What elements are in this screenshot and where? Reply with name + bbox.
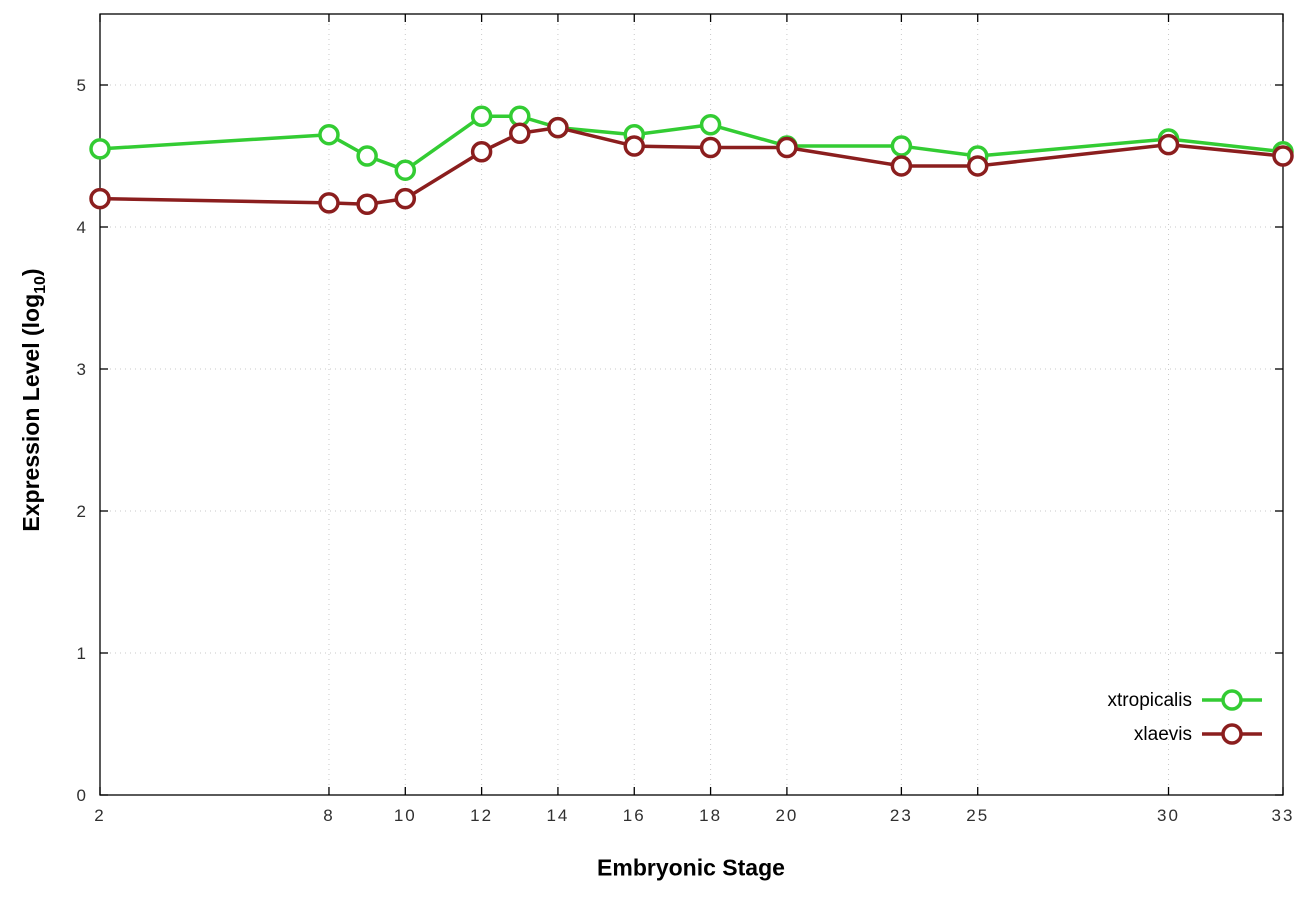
svg-text:25: 25: [966, 806, 989, 825]
y-axis-title: Expression Level (log10): [18, 268, 50, 531]
tick-marks: [99, 14, 1284, 796]
svg-text:18: 18: [699, 806, 722, 825]
marker-xtropicalis: [890, 135, 913, 157]
svg-text:20: 20: [775, 806, 798, 825]
marker-xlaevis: [776, 136, 798, 159]
marker-xlaevis: [623, 135, 646, 157]
legend-label-xlaevis: xlaevis: [1134, 724, 1192, 745]
series-markers-xlaevis: [89, 116, 1294, 216]
legend: xtropicalis xlaevis: [1108, 689, 1262, 745]
marker-xlaevis: [356, 193, 378, 216]
y-tick-labels: 0 1 2 3 4 5: [77, 76, 86, 805]
x-tick-labels: 2 8 10 12 14 16 18 20 23 25 30 33: [94, 806, 1295, 825]
svg-text:10: 10: [394, 806, 417, 825]
svg-text:33: 33: [1272, 806, 1295, 825]
marker-xtropicalis: [394, 159, 417, 181]
y-axis-title-subscript: 10: [32, 276, 49, 294]
svg-text:8: 8: [323, 806, 334, 825]
marker-xtropicalis: [318, 123, 340, 146]
legend-label-xtropicalis: xtropicalis: [1108, 690, 1192, 711]
marker-xlaevis: [318, 192, 340, 214]
svg-text:2: 2: [94, 806, 105, 825]
x-axis-title: Embryonic Stage: [597, 854, 785, 881]
y-axis-title-end: ): [18, 268, 44, 277]
svg-text:30: 30: [1157, 806, 1180, 825]
svg-text:3: 3: [77, 360, 86, 379]
series-xtropicalis: [99, 114, 1284, 172]
svg-text:14: 14: [546, 806, 569, 825]
svg-text:1: 1: [77, 644, 86, 663]
marker-xlaevis: [966, 155, 989, 177]
marker-xlaevis: [1157, 133, 1180, 156]
legend-marker-sample-xlaevis: [1221, 723, 1243, 745]
legend-marker-sample-xtropicalis: [1221, 689, 1243, 711]
marker-xlaevis: [890, 155, 913, 177]
svg-text:23: 23: [890, 806, 913, 825]
svg-text:4: 4: [77, 218, 86, 237]
marker-xlaevis: [1272, 145, 1294, 167]
marker-xlaevis: [470, 140, 493, 163]
svg-text:16: 16: [623, 806, 646, 825]
svg-text:2: 2: [77, 502, 86, 521]
marker-xlaevis: [89, 187, 111, 210]
svg-text:5: 5: [77, 76, 86, 95]
marker-xtropicalis: [89, 138, 111, 160]
marker-xtropicalis: [470, 105, 493, 127]
svg-text:12: 12: [470, 806, 493, 825]
marker-xlaevis: [509, 122, 531, 145]
marker-xlaevis: [394, 187, 417, 210]
y-axis-title-main: Expression Level (log: [18, 293, 44, 532]
marker-xlaevis: [699, 136, 722, 159]
marker-xtropicalis: [699, 114, 722, 136]
marker-xlaevis: [547, 116, 569, 139]
series-line-xtropicalis: [99, 114, 1284, 172]
grid: [99, 14, 1284, 796]
plot-frame: [99, 13, 1284, 796]
marker-xtropicalis: [356, 145, 378, 167]
svg-text:0: 0: [77, 786, 86, 805]
